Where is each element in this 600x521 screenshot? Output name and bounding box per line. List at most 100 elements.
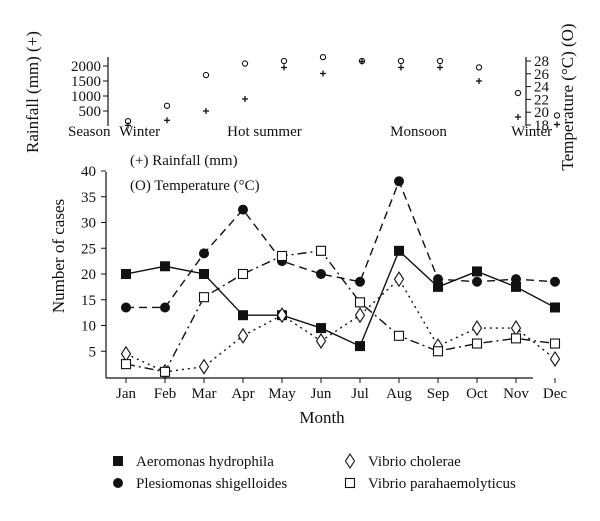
left-axis-title: Rainfall (mm) (+) — [23, 31, 42, 153]
temperature-point — [241, 60, 249, 67]
left-tick-label: 1500 — [71, 74, 101, 90]
x-tick-label: Sep — [427, 386, 450, 402]
y-tick-label: 40 — [81, 164, 96, 180]
legend-label: Aeromonas hydrophila — [136, 454, 274, 470]
plesiomonas-shigelloides-line — [126, 179, 556, 309]
temperature-point — [397, 57, 405, 65]
aeromonas-hydrophila-point — [550, 302, 560, 313]
season-label: Season — [68, 124, 111, 140]
plesiomonas-shigelloides-point — [238, 204, 248, 215]
vibrio-parahaemolyticus-point — [159, 366, 171, 377]
vibrio-cholerae-line — [125, 278, 556, 373]
temperature-point — [319, 54, 327, 61]
left-tick-label: 500 — [79, 104, 102, 120]
legend-label: Vibrio parahaemolyticus — [368, 476, 516, 492]
legend-item-vibrio-parahaemolyticus: Vibrio parahaemolyticus — [344, 476, 516, 492]
temperature-point — [124, 118, 132, 125]
vibrio-parahaemolyticus-point — [432, 346, 444, 357]
aeromonas-hydrophila-point — [394, 245, 404, 256]
rainfall-point — [476, 78, 482, 84]
legend-label: Plesiomonas shigelloides — [136, 476, 287, 492]
temperature-point — [163, 102, 171, 109]
x-tick-label: Aug — [386, 386, 412, 402]
x-tick-label: Dec — [543, 386, 567, 402]
x-tick-label: Nov — [503, 386, 529, 402]
x-tick-label: Mar — [192, 386, 217, 402]
vibrio-parahaemolyticus-point — [354, 297, 366, 308]
season-1: Winter — [119, 124, 160, 140]
right-tick-label: 28 — [534, 54, 549, 70]
x-tick-label: Jun — [311, 386, 332, 402]
aeromonas-hydrophila-point — [355, 341, 365, 352]
temperature-point — [475, 64, 483, 71]
plesiomonas-shigelloides-point — [472, 276, 482, 287]
y-tick-label: 15 — [81, 293, 96, 309]
plesiomonas-shigelloides-point — [550, 276, 560, 287]
vibrio-parahaemolyticus-point — [315, 245, 327, 256]
vibrio-cholerae-point — [393, 271, 405, 288]
rainfall-point — [281, 64, 287, 71]
y-tick-label: 5 — [89, 344, 97, 360]
vibrio-parahaemolyticus-point — [237, 268, 249, 280]
vibrio-cholerae-point — [354, 307, 366, 324]
season-4: Winter — [511, 124, 552, 140]
rainfall-point — [515, 114, 521, 120]
y-axis-title: Number of cases — [49, 199, 68, 313]
vibrio-cholerae-point — [549, 350, 561, 367]
vibrio-parahaemolyticus-point — [198, 292, 210, 303]
x-tick-label: Apr — [231, 386, 254, 402]
rainfall-point — [398, 64, 404, 71]
x-tick-label: May — [268, 386, 296, 402]
y-tick-label: 20 — [81, 267, 96, 283]
x-tick-label: Jul — [351, 386, 369, 402]
plesiomonas-shigelloides-point — [355, 276, 365, 287]
cases-panel: 5 10 15 20 25 30 35 40 Jan Feb Mar Apr May Jun Jul Aug… — [49, 164, 567, 427]
y-tick-label: 30 — [81, 216, 96, 232]
temperature-point — [553, 112, 561, 119]
right-tick-label: 20 — [534, 105, 549, 121]
temperature-note: (O) Temperature (°C) — [130, 178, 260, 194]
aeromonas-hydrophila-point — [121, 269, 131, 279]
season-2: Hot summer — [227, 124, 302, 140]
rainfall-point — [203, 108, 209, 114]
rainfall-point — [320, 70, 326, 77]
legend-marker — [113, 478, 123, 488]
left-tick-label: 2000 — [71, 59, 101, 75]
vibrio-parahaemolyticus-point — [471, 338, 483, 349]
aeromonas-hydrophila-point — [160, 261, 170, 272]
plesiomonas-shigelloides-point — [511, 274, 521, 285]
temperature-point — [514, 89, 522, 97]
vibrio-cholerae-point — [237, 327, 249, 344]
aeromonas-hydrophila-point — [433, 281, 443, 292]
right-tick-label: 24 — [534, 80, 550, 96]
legend-item-aeromonas-hydrophila: Aeromonas hydrophila — [113, 454, 274, 470]
aeromonas-hydrophila-point — [316, 323, 326, 334]
legend-marker — [113, 456, 123, 466]
aeromonas-hydrophila-line — [125, 249, 556, 348]
legend-label: Vibrio cholerae — [368, 454, 461, 470]
vibrio-parahaemolyticus-point — [120, 359, 132, 370]
legend-item-plesiomonas-shigelloides: Plesiomonas shigelloides — [113, 476, 287, 492]
aeromonas-hydrophila-point — [511, 281, 521, 292]
y-tick-label: 25 — [81, 241, 96, 257]
right-tick-label: 18 — [534, 118, 549, 134]
plesiomonas-shigelloides-point — [394, 176, 404, 187]
plesiomonas-shigelloides-point — [199, 248, 209, 259]
vibrio-parahaemolyticus-point — [549, 338, 561, 349]
rainfall-point — [554, 121, 560, 128]
temperature-point — [280, 57, 288, 65]
season-3: Monsoon — [390, 124, 447, 140]
vibrio-parahaemolyticus-point — [510, 333, 522, 344]
plesiomonas-shigelloides-point — [121, 302, 131, 313]
rainfall-point — [164, 117, 170, 124]
right-tick-label: 22 — [534, 92, 549, 108]
x-axis-title: Month — [299, 408, 345, 427]
vibrio-parahaemolyticus-point — [276, 250, 288, 262]
temperature-point — [358, 57, 366, 65]
vibrio-cholerae-point — [120, 345, 132, 362]
legend: Aeromonas hydrophila Vibrio cholerae Plesi… — [113, 452, 516, 492]
aeromonas-hydrophila-point — [199, 269, 209, 279]
x-tick-label: Oct — [466, 386, 488, 402]
